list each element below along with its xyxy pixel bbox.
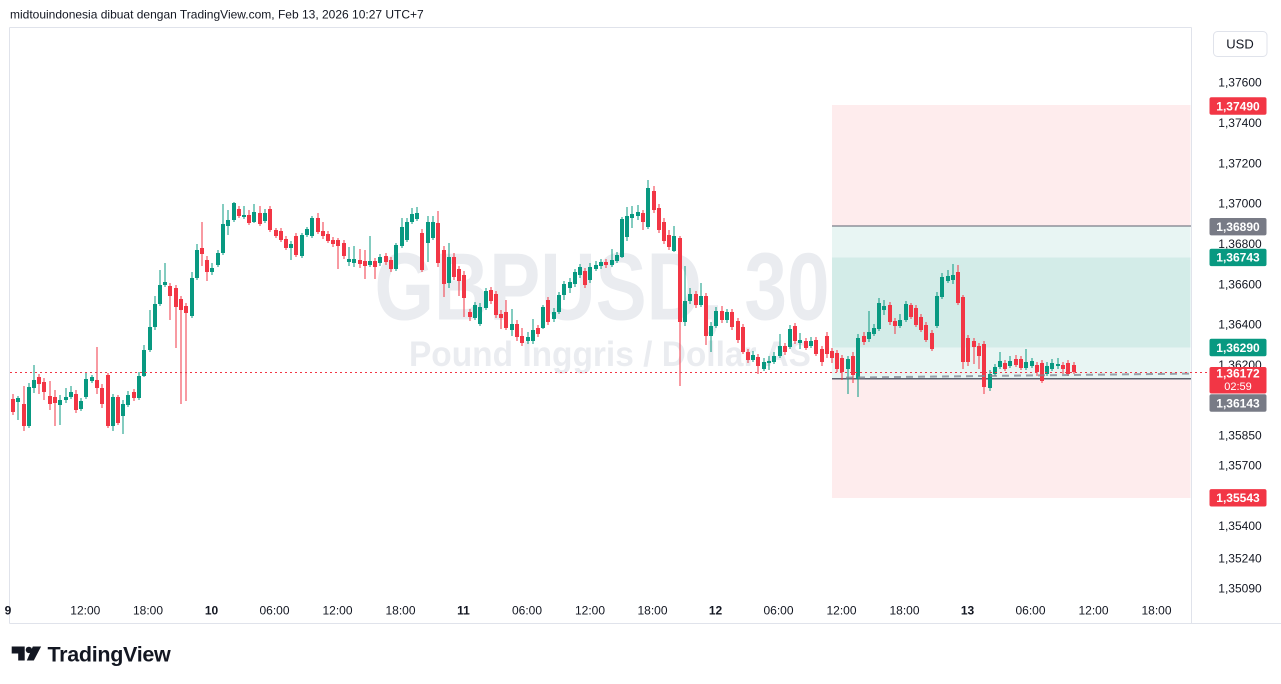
svg-text:1,36172: 1,36172 <box>1216 367 1260 381</box>
svg-text:1,35700: 1,35700 <box>1218 459 1262 473</box>
svg-text:1,36290: 1,36290 <box>1216 341 1260 355</box>
svg-text:1,35400: 1,35400 <box>1218 519 1262 533</box>
svg-text:GBPUSD, 30: GBPUSD, 30 <box>375 234 830 341</box>
svg-text:12:00: 12:00 <box>1078 604 1108 618</box>
svg-text:1,35240: 1,35240 <box>1218 552 1262 566</box>
svg-text:12: 12 <box>709 604 723 618</box>
svg-text:02:59: 02:59 <box>1224 381 1252 393</box>
svg-text:1,36600: 1,36600 <box>1218 277 1262 291</box>
svg-text:Pound Inggris / Dollar AS: Pound Inggris / Dollar AS <box>409 335 811 374</box>
svg-text:12:00: 12:00 <box>575 604 605 618</box>
svg-text:1,36400: 1,36400 <box>1218 318 1262 332</box>
svg-text:midtouindonesia dibuat dengan: midtouindonesia dibuat dengan TradingVie… <box>10 8 424 22</box>
svg-text:18:00: 18:00 <box>133 604 163 618</box>
svg-text:1,35090: 1,35090 <box>1218 582 1262 596</box>
svg-text:1,37000: 1,37000 <box>1218 197 1262 211</box>
svg-text:12:00: 12:00 <box>322 604 352 618</box>
svg-text:18:00: 18:00 <box>1141 604 1171 618</box>
svg-text:1,36743: 1,36743 <box>1216 251 1260 265</box>
svg-text:06:00: 06:00 <box>763 604 793 618</box>
svg-text:18:00: 18:00 <box>637 604 667 618</box>
svg-text:12:00: 12:00 <box>70 604 100 618</box>
svg-text:06:00: 06:00 <box>1015 604 1045 618</box>
svg-text:1,36800: 1,36800 <box>1218 237 1262 251</box>
svg-text:1,37600: 1,37600 <box>1218 76 1262 90</box>
svg-text:1,35543: 1,35543 <box>1216 491 1260 505</box>
svg-text:1,37490: 1,37490 <box>1216 99 1260 113</box>
svg-text:13: 13 <box>961 604 975 618</box>
svg-text:11: 11 <box>457 604 470 618</box>
svg-text:10: 10 <box>205 604 219 618</box>
svg-text:18:00: 18:00 <box>385 604 415 618</box>
svg-text:9: 9 <box>5 604 12 618</box>
svg-text:1,36890: 1,36890 <box>1216 220 1260 234</box>
svg-text:1,35850: 1,35850 <box>1218 429 1262 443</box>
svg-text:TradingView: TradingView <box>48 643 172 667</box>
svg-text:18:00: 18:00 <box>889 604 919 618</box>
svg-text:1,37400: 1,37400 <box>1218 116 1262 130</box>
svg-text:1,37200: 1,37200 <box>1218 156 1262 170</box>
svg-text:06:00: 06:00 <box>259 604 289 618</box>
svg-text:USD: USD <box>1226 37 1253 52</box>
svg-text:06:00: 06:00 <box>512 604 542 618</box>
svg-text:12:00: 12:00 <box>826 604 856 618</box>
svg-text:1,36143: 1,36143 <box>1216 396 1260 410</box>
